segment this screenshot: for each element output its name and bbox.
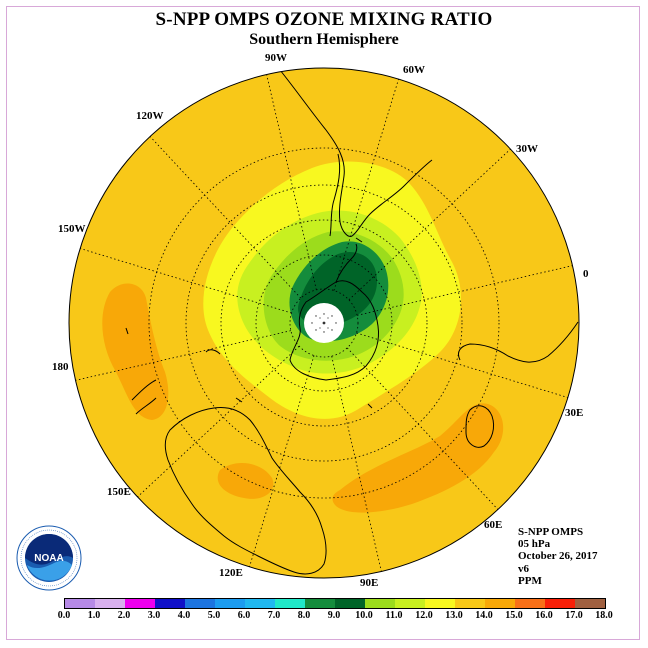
colorbar-tick-label: 10.0 [355,610,373,621]
colorbar [64,598,606,609]
colorbar-tick-label: 3.0 [147,610,161,621]
lon-label-90w: 90W [265,52,287,64]
info-panel: S-NPP OMPS 05 hPa October 26, 2017 v6 PP… [518,526,598,587]
lon-label-150w: 150W [58,223,86,235]
colorbar-swatch [395,599,425,608]
coastlines [125,69,579,575]
falklands [355,237,363,243]
map-title: S-NPP OMPS OZONE MIXING RATIO [155,9,493,30]
south-america-west-coast [329,153,341,237]
colorbar-swatch [365,599,395,608]
lon-label-0: 0 [583,268,589,280]
info-units: PPM [518,574,542,587]
colorbar-tick-label: 1.0 [87,610,101,621]
meridian-line [266,74,317,290]
colorbar-swatch [545,599,575,608]
meridian-line [137,345,300,498]
lon-label-150e: 150E [107,486,131,498]
colorbar-swatch [335,599,365,608]
noaa-logo: NOAA [16,525,82,591]
colorbar-swatch [65,599,95,608]
colorbar-swatch [305,599,335,608]
south-america-coast [279,69,433,237]
colorbar-swatch [575,599,605,608]
colorbar-swatch [125,599,155,608]
antarctica-coast [289,280,379,381]
meridian-line [80,248,292,314]
lon-label-90e: 90E [360,577,378,589]
meridian-line [249,355,315,567]
lon-label-120w: 120W [136,110,164,122]
lon-label-60e: 60E [484,519,502,531]
colorbar-swatch [485,599,515,608]
colorbar-swatch [215,599,245,608]
meridian-line [149,136,302,299]
small-island-3 [235,397,243,403]
info-version: v6 [518,562,529,575]
map-subtitle: Southern Hemisphere [249,31,399,48]
map-boundary [68,67,580,579]
new-zealand-coast [131,379,157,415]
info-instrument: S-NPP OMPS [518,526,584,538]
colorbar-tick-label: 17.0 [565,610,583,621]
lon-label-120e: 120E [219,567,243,579]
colorbar-tick-label: 11.0 [385,610,403,621]
colorbar-tick-label: 2.0 [117,610,131,621]
colorbar-swatch [185,599,215,608]
madagascar-coast [465,405,495,448]
lon-label-30w: 30W [516,143,538,155]
longitude-labels: 90W 60W 30W 0 30E 60E 90E 120E 150E 180 … [52,52,589,589]
polar-no-data-dots [311,313,337,333]
colorbar-tick-label: 12.0 [415,610,433,621]
meridian-line [333,79,399,291]
colorbar-tick-label: 15.0 [505,610,523,621]
info-date: October 26, 2017 [518,550,598,563]
colorbar-swatch [515,599,545,608]
australia-coast [164,407,327,575]
colorbar-swatch [245,599,275,608]
colorbar-swatch [425,599,455,608]
figure-frame [6,6,640,640]
colorbar-tick-label: 4.0 [177,610,191,621]
logo-text: NOAA [34,553,63,564]
colorbar-labels: 0.0 1.0 2.0 3.0 4.0 5.0 6.0 7.0 8.0 9.0 10.0 11.0 12… [0,610,648,624]
africa-coast [457,321,579,363]
colorbar-swatch [275,599,305,608]
colorbar-tick-label: 7.0 [267,610,281,621]
colorbar-tick-label: 5.0 [207,610,221,621]
field-blob-southwest [217,463,274,499]
colorbar-tick-label: 13.0 [445,610,463,621]
latitude-circles [148,147,500,499]
colorbar-tick-label: 9.0 [327,610,341,621]
small-island-2 [125,327,129,335]
field-blob-west [102,283,169,420]
small-island-1 [205,349,221,355]
colorbar-tick-label: 6.0 [237,610,251,621]
lon-label-30e: 30E [565,407,583,419]
meridian-line [357,265,573,316]
colorbar-tick-label: 8.0 [297,610,311,621]
meridian-lines [75,74,573,572]
colorbar-tick-label: 18.0 [595,610,613,621]
meridian-line [348,148,511,301]
colorbar-tick-label: 0.0 [57,610,71,621]
meridian-line [356,332,568,398]
colorbar-tick-label: 16.0 [535,610,553,621]
meridian-line [75,330,291,381]
meridian-line [331,356,382,572]
lon-label-180: 180 [52,361,69,373]
info-level: 05 hPa [518,538,551,551]
colorbar-swatch [95,599,125,608]
antarctic-peninsula [335,243,358,283]
lon-label-60w: 60W [403,64,425,76]
meridian-line [346,347,499,510]
small-island-4 [367,403,373,409]
field-blob-southeast [332,403,504,513]
colorbar-swatch [155,599,185,608]
colorbar-swatch [455,599,485,608]
colorbar-tick-label: 14.0 [475,610,493,621]
